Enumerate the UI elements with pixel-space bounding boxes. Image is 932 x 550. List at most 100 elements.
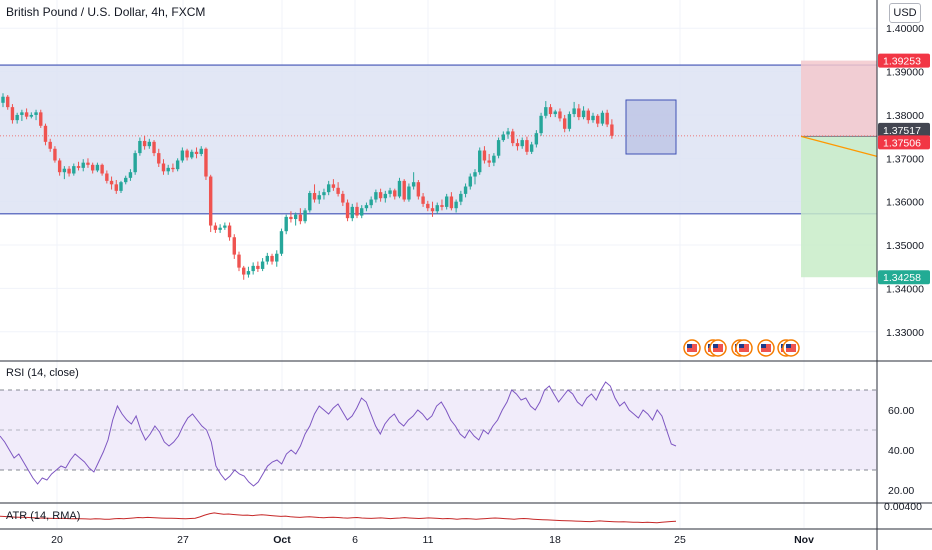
rsi-tick-label: 40.00 [888, 445, 914, 457]
candle-body-120 [567, 114, 572, 129]
candle-body-79 [374, 192, 378, 200]
candle-body-60 [284, 216, 288, 232]
candle-body-2 [10, 107, 15, 121]
time-tick-label: 6 [352, 534, 358, 546]
event-flag-icon[interactable] [683, 339, 701, 357]
candle-body-52 [246, 271, 251, 275]
candle-body-0 [1, 96, 5, 103]
flag-canton [713, 344, 718, 348]
candle-body-101 [478, 150, 482, 173]
candle-body-62 [293, 214, 298, 220]
candle-body-68 [322, 192, 326, 196]
candle-body-118 [558, 111, 562, 119]
candle-body-92 [435, 205, 439, 212]
candle-body-83 [393, 190, 397, 197]
candle-body-29 [138, 140, 142, 154]
candle-body-38 [180, 150, 185, 161]
candle-body-30 [142, 140, 147, 147]
candle-body-66 [312, 193, 317, 200]
price-tag-label: 1.34258 [883, 272, 921, 284]
candle-body-104 [492, 155, 496, 163]
candle-body-41 [194, 151, 199, 154]
candle-body-86 [407, 186, 411, 200]
candle-body-45 [213, 225, 218, 230]
atr-label: ATR (14, RMA) [6, 510, 81, 522]
range-box [0, 65, 877, 214]
candle-body-8 [39, 112, 43, 126]
candle-body-16 [76, 166, 81, 168]
candle-body-113 [534, 133, 539, 145]
candle-body-71 [336, 187, 340, 194]
event-flags[interactable] [683, 339, 800, 357]
candle-body-33 [157, 153, 161, 164]
candle-body-4 [20, 112, 24, 115]
candle-body-14 [67, 168, 71, 174]
candle-body-124 [586, 110, 590, 121]
projection-line [800, 135, 878, 157]
candle-body-93 [440, 205, 444, 207]
candle-body-115 [544, 107, 548, 116]
price-tick-label: 1.36000 [886, 197, 924, 209]
price-tag-1 [878, 122, 930, 137]
candle-body-19 [90, 164, 95, 171]
candle-body-11 [53, 148, 57, 161]
candle-body-7 [34, 112, 38, 115]
price-tag-label: 1.37517 [883, 125, 921, 137]
candle-body-73 [345, 202, 350, 219]
price-tick-label: 1.37000 [886, 153, 924, 165]
candle-body-48 [227, 225, 232, 238]
candle-body-32 [152, 141, 156, 154]
event-flag-icon[interactable] [757, 339, 775, 357]
candle-body-116 [548, 107, 553, 115]
rsi-tick-label: 20.00 [888, 485, 914, 497]
stop-zone [801, 60, 877, 137]
candle-body-64 [303, 210, 307, 222]
candle-body-12 [57, 160, 62, 173]
candle-body-63 [298, 214, 303, 222]
atr-pane [0, 512, 677, 524]
candle-body-112 [529, 144, 534, 152]
candle-body-95 [449, 196, 454, 209]
event-flag-icon[interactable] [709, 339, 727, 357]
time-axis: 20 27 Oct 6 11 18 25 Nov [51, 534, 814, 546]
candle-body-34 [161, 163, 166, 172]
time-tick-label: Oct [273, 534, 291, 546]
currency-button[interactable]: USD [889, 3, 921, 23]
candle-body-127 [600, 112, 605, 124]
candle-body-121 [572, 108, 576, 115]
drawing-overlays [0, 60, 878, 278]
atr-line [0, 512, 677, 524]
candle-body-88 [416, 182, 421, 197]
candle-body-3 [15, 114, 19, 121]
candle-body-122 [577, 108, 581, 118]
candle-body-96 [454, 201, 458, 209]
price-tick-label: 1.35000 [886, 240, 924, 252]
candle-body-17 [81, 162, 85, 168]
candle-body-99 [468, 176, 472, 187]
candle-body-77 [364, 205, 369, 209]
flag-canton [687, 344, 692, 348]
price-tag-label: 1.37506 [883, 137, 921, 149]
candle-body-25 [119, 182, 123, 191]
flag-canton [786, 344, 791, 348]
candle-body-98 [463, 186, 468, 194]
candle-body-37 [175, 160, 180, 170]
candle-body-129 [610, 124, 614, 136]
price-tick-label: 1.34000 [886, 283, 924, 295]
candle-body-20 [95, 164, 100, 171]
candle-body-1 [6, 96, 10, 108]
candle-body-75 [355, 206, 359, 216]
candle-body-74 [350, 206, 354, 219]
event-flag-icon[interactable] [735, 339, 753, 357]
candle-body-91 [430, 208, 435, 212]
candle-body-51 [242, 267, 246, 275]
candle-body-123 [581, 110, 586, 118]
candle-body-111 [525, 140, 529, 152]
event-flag-icon[interactable] [782, 339, 800, 357]
candle-body-65 [308, 193, 312, 211]
candlestick-series [1, 93, 614, 280]
target-zone [801, 136, 877, 278]
candle-body-13 [62, 168, 67, 173]
